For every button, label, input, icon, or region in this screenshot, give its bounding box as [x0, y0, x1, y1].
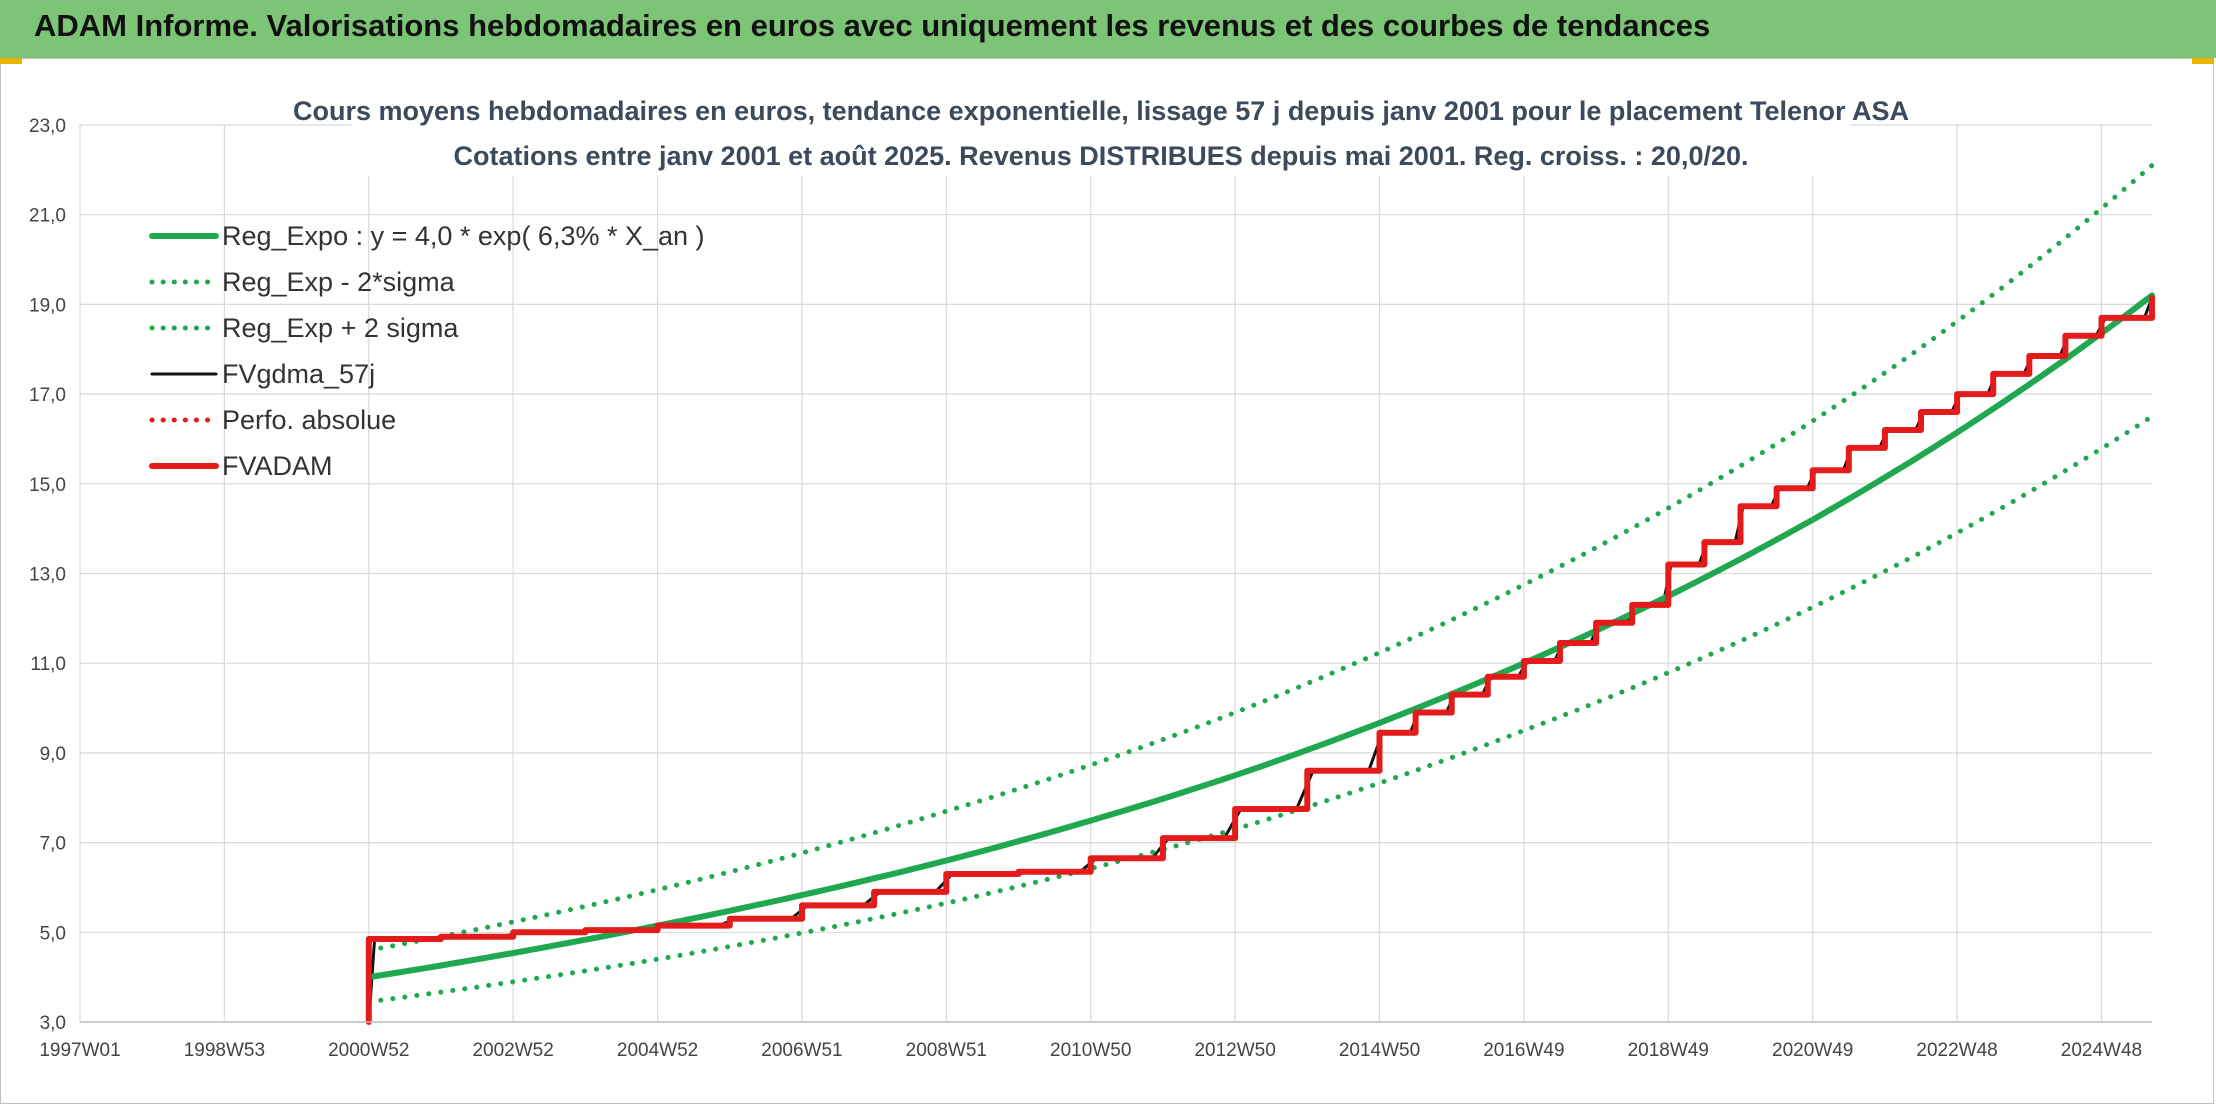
legend-label: Reg_Exp - 2*sigma [222, 267, 456, 297]
x-tick-label: 2018W49 [1628, 1040, 1709, 1061]
y-tick-label: 3,0 [40, 1013, 66, 1034]
x-tick-label: 2022W48 [1916, 1040, 1997, 1061]
legend-label: FVgdma_57j [222, 359, 375, 389]
x-tick-label: 2000W52 [328, 1040, 409, 1061]
x-tick-label: 2024W48 [2061, 1040, 2142, 1061]
series-line-3 [367, 296, 2154, 1024]
title-background [352, 92, 1850, 176]
legend-label: Perfo. absolue [222, 405, 396, 435]
y-tick-label: 19,0 [29, 295, 66, 316]
series-line-5 [365, 294, 2155, 1025]
y-tick-label: 21,0 [29, 206, 66, 227]
legend: Reg_Expo : y = 4,0 * exp( 6,3% * X_an ) R… [149, 221, 705, 481]
x-tick-label: 1998W53 [184, 1040, 265, 1061]
y-tick-label: 23,0 [29, 116, 66, 137]
y-tick-label: 13,0 [29, 565, 66, 586]
y-tick-label: 15,0 [29, 475, 66, 496]
x-tick-label: 2004W52 [617, 1040, 698, 1061]
chart-frame [0, 58, 2214, 1104]
report-title: ADAM Informe. Valorisations hebdomadaire… [34, 8, 1711, 43]
axis-layer: 3,0 5,0 7,0 9,0 11,0 13,0 15,0 17,0 19,0 21,0 23,0… [29, 116, 2152, 1061]
series-line-2 [366, 162, 2155, 953]
grid-layer [79, 124, 2152, 1023]
series-layer [365, 162, 2155, 1025]
x-tick-label: 2012W50 [1194, 1040, 1275, 1061]
x-tick-label: 1997W01 [39, 1040, 120, 1061]
frame-corner-left [0, 58, 22, 64]
x-tick-label: 2014W50 [1339, 1040, 1420, 1061]
y-tick-label: 9,0 [40, 744, 66, 765]
title-layer: Cours moyens hebdomadaires en euros, ten… [293, 92, 1909, 176]
chart-title: Cours moyens hebdomadaires en euros, ten… [293, 96, 1909, 126]
series-line-0 [365, 292, 2155, 981]
y-tick-label: 11,0 [30, 654, 66, 675]
legend-label: Reg_Exp + 2 sigma [222, 313, 459, 343]
legend-label: FVADAM [222, 451, 333, 481]
y-tick-label: 7,0 [40, 834, 66, 855]
x-tick-label: 2006W51 [761, 1040, 842, 1061]
legend-label: Reg_Expo : y = 4,0 * exp( 6,3% * X_an ) [222, 221, 705, 251]
x-tick-label: 2008W51 [906, 1040, 987, 1061]
series-line-1 [366, 414, 2155, 1005]
report-banner: ADAM Informe. Valorisations hebdomadaire… [0, 0, 2216, 58]
chart-subtitle: Cotations entre janv 2001 et août 2025. … [454, 141, 1749, 171]
x-tick-label: 2010W50 [1050, 1040, 1131, 1061]
x-tick-label: 2002W52 [472, 1040, 553, 1061]
y-tick-label: 5,0 [40, 923, 66, 944]
x-tick-label: 2020W49 [1772, 1040, 1853, 1061]
y-tick-label: 17,0 [29, 385, 66, 406]
frame-corner-right [2192, 58, 2214, 64]
x-tick-label: 2016W49 [1483, 1040, 1564, 1061]
